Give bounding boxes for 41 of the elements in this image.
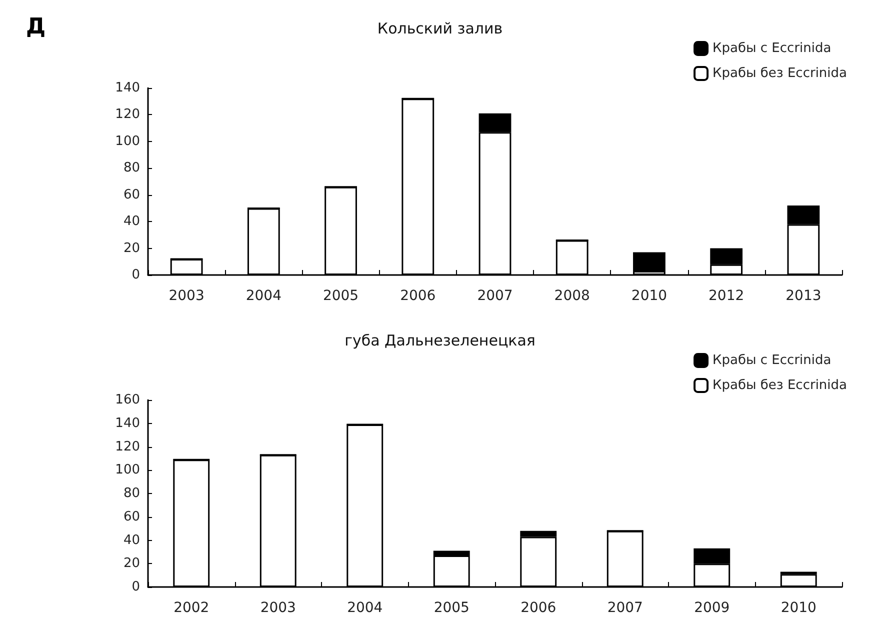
y-tick-label: 0: [132, 580, 140, 594]
x-tick-label: 2003: [260, 600, 296, 616]
y-tick-label: 60: [123, 187, 140, 202]
x-tick-label: 2013: [786, 288, 822, 304]
x-tick-label: 2005: [322, 288, 359, 304]
x-tick-label: 2006: [400, 288, 436, 304]
y-tick-label: 140: [115, 416, 140, 431]
text: Д: [26, 14, 46, 40]
x-tick-label: 2010: [780, 600, 816, 616]
x-tick-label: 2004: [347, 600, 383, 616]
x-tick-label: 2004: [246, 288, 282, 304]
x-tick-label: 2008: [554, 288, 590, 304]
y-tick-label: 40: [123, 532, 140, 548]
y-tick-label: 60: [123, 509, 140, 524]
y-tick-label: 160: [115, 392, 140, 408]
legend-label: Крабы с Eccrinida: [712, 41, 832, 56]
y-tick-label: 20: [123, 556, 140, 572]
y-tick-label: 80: [123, 160, 140, 176]
x-tick-label: 2006: [520, 600, 556, 616]
legend-label: Крабы без Eccrinida: [712, 378, 848, 393]
y-tick-label: 140: [115, 80, 140, 96]
y-tick-label: 0: [132, 268, 140, 282]
y-tick-label: 120: [115, 439, 140, 454]
y-tick-label: 120: [115, 107, 140, 122]
x-tick-label: 2009: [694, 600, 730, 616]
y-tick-label: 100: [115, 134, 140, 149]
y-tick-label: 80: [123, 486, 140, 501]
legend-label: Крабы без Eccrinida: [712, 66, 848, 81]
x-tick-label: 2012: [708, 288, 744, 304]
y-tick-label: 20: [123, 240, 140, 256]
x-tick-label: 2002: [174, 600, 210, 616]
x-tick-label: 2010: [631, 288, 668, 304]
x-tick-label: 2007: [477, 288, 513, 304]
y-tick-label: 100: [115, 462, 140, 478]
chart-title: Кольский залив: [377, 20, 503, 38]
x-tick-label: 2003: [168, 288, 204, 304]
legend-label: Крабы с Eccrinida: [712, 353, 832, 368]
x-tick-label: 2005: [434, 600, 470, 616]
chart-title: губа Дальнезеленецкая: [344, 332, 536, 350]
x-tick-label: 2007: [607, 600, 643, 616]
y-tick-label: 40: [123, 214, 140, 230]
